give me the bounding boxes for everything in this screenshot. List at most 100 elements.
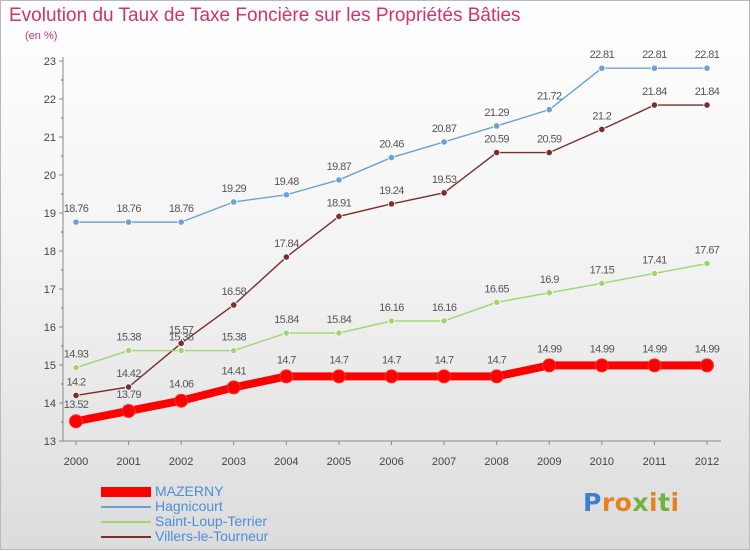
y-tick-label: 15 — [44, 360, 56, 372]
x-tick-label: 2003 — [222, 456, 246, 468]
data-label: 14.41 — [221, 365, 246, 377]
y-tick-label: 23 — [44, 56, 56, 68]
data-label: 14.99 — [642, 343, 667, 355]
data-point — [493, 122, 501, 130]
x-tick-label: 2000 — [64, 456, 88, 468]
data-label: 20.87 — [432, 123, 457, 135]
data-point — [647, 358, 662, 373]
x-tick-label: 2001 — [116, 456, 140, 468]
data-point — [594, 358, 609, 373]
legend-swatch — [101, 521, 151, 523]
data-label: 18.76 — [64, 203, 89, 215]
data-point — [650, 101, 659, 109]
data-point — [650, 269, 659, 278]
data-label: 16.16 — [432, 302, 457, 314]
logo-letter: o — [614, 488, 633, 517]
data-point — [650, 64, 659, 72]
data-point — [598, 125, 606, 133]
data-point — [72, 364, 80, 372]
logo-letter: r — [601, 488, 615, 517]
x-tick-label: 2008 — [484, 456, 508, 468]
y-tick-label: 21 — [44, 132, 56, 144]
data-point — [121, 403, 136, 418]
data-point — [440, 138, 448, 146]
y-tick-label: 22 — [44, 94, 56, 106]
data-point — [72, 391, 80, 399]
data-label: 14.7 — [435, 354, 454, 366]
data-point — [437, 369, 452, 384]
data-point — [124, 383, 133, 391]
logo-letter: x — [632, 488, 649, 517]
data-point — [174, 393, 189, 408]
data-label: 14.42 — [116, 368, 141, 380]
x-tick-label: 2006 — [379, 456, 403, 468]
data-point — [493, 298, 501, 306]
y-tick-label: 14 — [44, 398, 56, 410]
data-label: 22.81 — [695, 49, 720, 61]
data-point — [335, 176, 343, 184]
data-label: 16.16 — [379, 302, 404, 314]
x-tick-label: 2009 — [537, 456, 561, 468]
data-point — [545, 106, 553, 114]
data-label: 14.7 — [382, 354, 401, 366]
y-tick-label: 20 — [44, 170, 56, 182]
data-point — [230, 346, 238, 355]
data-point — [335, 329, 343, 337]
data-label: 17.67 — [695, 245, 720, 257]
legend-swatch — [101, 487, 151, 497]
data-point — [545, 148, 553, 157]
data-point — [598, 64, 606, 72]
data-point — [703, 259, 711, 268]
data-label: 14.99 — [695, 343, 720, 355]
data-label: 21.84 — [695, 86, 720, 98]
data-label: 16.58 — [221, 286, 246, 298]
data-point — [542, 358, 557, 373]
data-point — [230, 198, 238, 206]
data-point — [700, 358, 714, 373]
data-label: 16.65 — [484, 283, 509, 295]
data-label: 20.46 — [379, 139, 404, 151]
data-label: 14.7 — [487, 354, 506, 366]
data-point — [230, 301, 238, 309]
data-point — [545, 289, 553, 297]
data-label: 18.91 — [327, 197, 352, 209]
chart-title: Evolution du Taux de Taxe Foncière sur l… — [9, 5, 521, 26]
data-point — [226, 380, 241, 395]
data-label: 20.59 — [484, 134, 509, 146]
logo-letter: P — [583, 488, 602, 517]
data-point — [489, 369, 504, 384]
data-point — [124, 218, 133, 226]
data-point — [387, 317, 396, 325]
data-point — [384, 369, 399, 384]
data-point — [703, 101, 711, 109]
legend-label: Hagnicourt — [155, 498, 223, 514]
data-point — [69, 414, 83, 429]
data-point — [440, 317, 448, 325]
legend-swatch — [101, 506, 151, 508]
data-label: 18.76 — [169, 203, 194, 215]
chart-unit-label: (en %) — [25, 30, 58, 42]
data-point — [440, 189, 448, 197]
data-label: 14.06 — [169, 379, 194, 391]
data-label: 19.29 — [221, 183, 246, 195]
data-point — [282, 253, 290, 261]
data-label: 15.84 — [274, 314, 299, 326]
data-label: 14.7 — [329, 354, 348, 366]
data-label: 13.52 — [64, 399, 89, 411]
data-label: 19.87 — [327, 161, 352, 173]
data-label: 21.84 — [642, 86, 667, 98]
logo-letter: i — [649, 488, 659, 517]
data-label: 15.38 — [169, 332, 194, 344]
data-label: 15.38 — [221, 332, 246, 344]
logo-letter: t — [658, 488, 671, 517]
data-label: 15.38 — [116, 332, 141, 344]
data-label: 17.84 — [274, 238, 299, 250]
data-point — [387, 200, 396, 208]
data-label: 20.59 — [537, 134, 562, 146]
data-label: 18.76 — [116, 203, 141, 215]
data-point — [331, 369, 346, 384]
data-label: 19.53 — [432, 174, 457, 186]
data-label: 22.81 — [642, 49, 667, 61]
y-tick-label: 16 — [44, 322, 56, 334]
